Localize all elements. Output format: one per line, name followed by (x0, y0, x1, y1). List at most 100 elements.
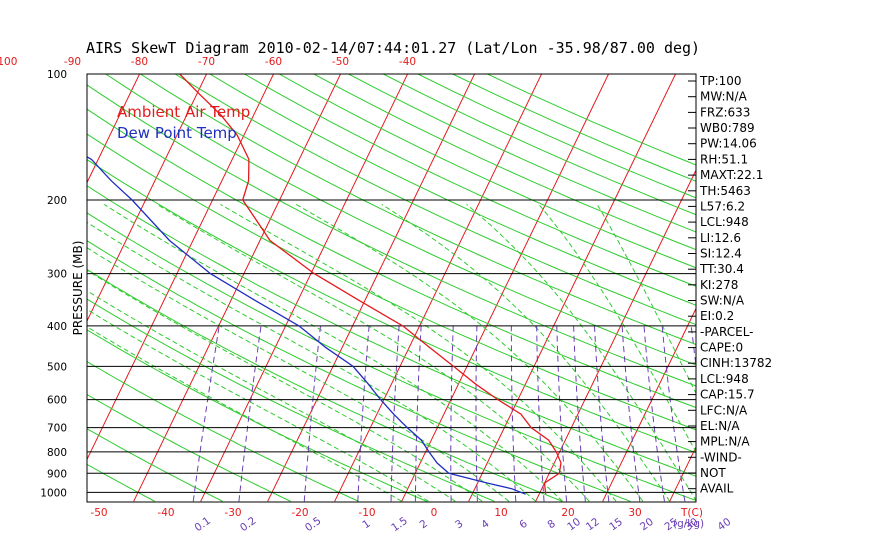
stability-index-label: EL:N/A (700, 419, 740, 433)
top-temp-tick-label: -40 (399, 56, 416, 68)
stability-index-label: KI:278 (700, 278, 738, 292)
stability-index-label: CAP:15.7 (700, 388, 755, 402)
moist-adiabat-line (220, 203, 617, 502)
mixing-ratio-line (303, 325, 321, 502)
isotherm-line (0, 55, 15, 501)
stability-index-label: LFC:N/A (700, 403, 748, 417)
top-temp-tick-label: -60 (265, 56, 282, 68)
dry-adiabat-line (278, 74, 696, 269)
isotherm-line (133, 74, 342, 502)
isotherm-line (334, 74, 543, 502)
stability-index-label: NOT (700, 466, 726, 480)
dry-adiabat-line (87, 133, 696, 431)
stability-index-label: CAPE:0 (700, 341, 743, 355)
grid-layer (0, 55, 696, 502)
top-temp-tick-label: -90 (64, 56, 81, 68)
bottom-temp-tick-label: 0 (431, 507, 438, 519)
bottom-temp-tick-label: -30 (224, 507, 241, 519)
mixing-ratio-tick-label: 2 (418, 518, 430, 532)
mixing-ratio-tick-label: 40 (715, 516, 733, 534)
mixing-ratio-tick-label: 6 (517, 518, 530, 532)
dry-adiabat-line (87, 298, 495, 502)
chart-title: AIRS SkewT Diagram 2010-02-14/07:44:01.2… (86, 39, 700, 57)
bottom-temp-tick-label: 10 (494, 507, 507, 519)
mixing-ratio-line (510, 325, 517, 502)
moist-adiabat-line (103, 203, 563, 502)
isotherm-line (200, 74, 409, 502)
mixing-ratio-tick-label: 12 (584, 516, 602, 534)
pressure-tick-label: 700 (47, 423, 67, 435)
moist-adiabat-line (295, 203, 644, 502)
dry-adiabat-line (139, 74, 696, 346)
mixing-ratio-line (661, 325, 686, 502)
y-axis-label: PRESSURE (MB) (71, 241, 85, 336)
moist-adiabat-line (596, 204, 696, 395)
mixing-ratio-tick-label: 15 (607, 516, 625, 534)
series-layer (87, 74, 562, 495)
stability-index-label: SW:N/A (700, 294, 745, 308)
dry-adiabat-line (87, 393, 291, 502)
dry-adiabat-line (174, 74, 696, 326)
mixing-ratio-line (450, 325, 454, 502)
stability-index-label: MPL:N/A (700, 435, 750, 449)
stability-index-label: LI:12.6 (700, 231, 741, 245)
moist-adiabat-line (87, 247, 510, 502)
isotherm-line (267, 74, 476, 502)
legend-ambient-air-temp: Ambient Air Temp (117, 103, 250, 121)
pressure-tick-label: 500 (47, 361, 67, 373)
stability-index-label: MW:N/A (700, 90, 748, 104)
bottom-temp-tick-label: -50 (90, 507, 107, 519)
dry-adiabat-line (486, 74, 696, 166)
stability-index-label: FRZ:633 (700, 105, 750, 119)
stability-index-label: SI:12.4 (700, 247, 742, 261)
moist-adiabat-line (87, 221, 537, 502)
isotherm-line (87, 74, 141, 184)
mixing-ratio-tick-label: 3 (453, 518, 465, 532)
dry-adiabat-line (87, 185, 696, 477)
ambient-air-temp-line (179, 74, 562, 495)
top-temp-tick-label: -100 (0, 56, 17, 68)
stability-index-label: CINH:13782 (700, 356, 772, 370)
bottom-temp-tick-label: -20 (291, 507, 308, 519)
stability-index-label: PW:14.06 (700, 137, 757, 151)
dry-adiabat-line (87, 268, 563, 502)
mixing-ratio-line (390, 325, 400, 502)
mixing-ratio-line (192, 325, 220, 502)
mixing-ratio-line (556, 325, 568, 502)
top-temperature-axis: -120-110-100-90-80-70-60-50-40 (0, 56, 416, 68)
stability-index-label: TP:100 (699, 74, 742, 88)
mixing-ratio-line (621, 325, 641, 502)
stability-index-label: RH:51.1 (700, 152, 748, 166)
bottom-temp-tick-label: -40 (157, 507, 174, 519)
dry-adiabat-line (104, 74, 696, 366)
dry-adiabat-line (208, 74, 696, 306)
pressure-axis: 100 200 300 400 500 600 700 800 900 1000 (40, 69, 67, 499)
legend-dew-point-temp: Dew Point Temp (117, 124, 237, 142)
top-temp-tick-label: -50 (332, 56, 349, 68)
moist-adiabat-line (87, 290, 456, 502)
pressure-tick-label: 200 (47, 195, 67, 207)
stability-index-label: LCL:948 (700, 372, 749, 386)
legend: Ambient Air Temp Dew Point Temp (117, 103, 250, 142)
dry-adiabat-line (382, 74, 696, 216)
mixing-ratio-tick-label: 4 (479, 518, 492, 532)
mixing-ratio-tick-label: 8 (545, 518, 557, 532)
stability-index-label: MAXT:22.1 (700, 168, 763, 182)
bottom-temp-tick-label: 30 (628, 507, 641, 519)
stability-index-label: L57:6.2 (700, 199, 745, 213)
mixing-ratio-line (573, 325, 586, 502)
moist-adiabat-line (87, 308, 429, 502)
stability-index-label: -WIND- (700, 450, 742, 464)
mixing-ratio-line (643, 325, 665, 502)
dry-adiabat-line (416, 74, 696, 199)
isotherm-line (468, 74, 677, 502)
moist-adiabat-line (466, 204, 696, 502)
bottom-temp-tick-label: 20 (561, 507, 574, 519)
pressure-tick-label: 300 (47, 269, 67, 281)
pressure-tick-label: 800 (47, 447, 67, 459)
pressure-tick-label: 1000 (40, 487, 67, 499)
dry-adiabat-line (87, 463, 155, 502)
moist-adiabat-line (87, 269, 483, 502)
isotherm-line (87, 74, 208, 323)
